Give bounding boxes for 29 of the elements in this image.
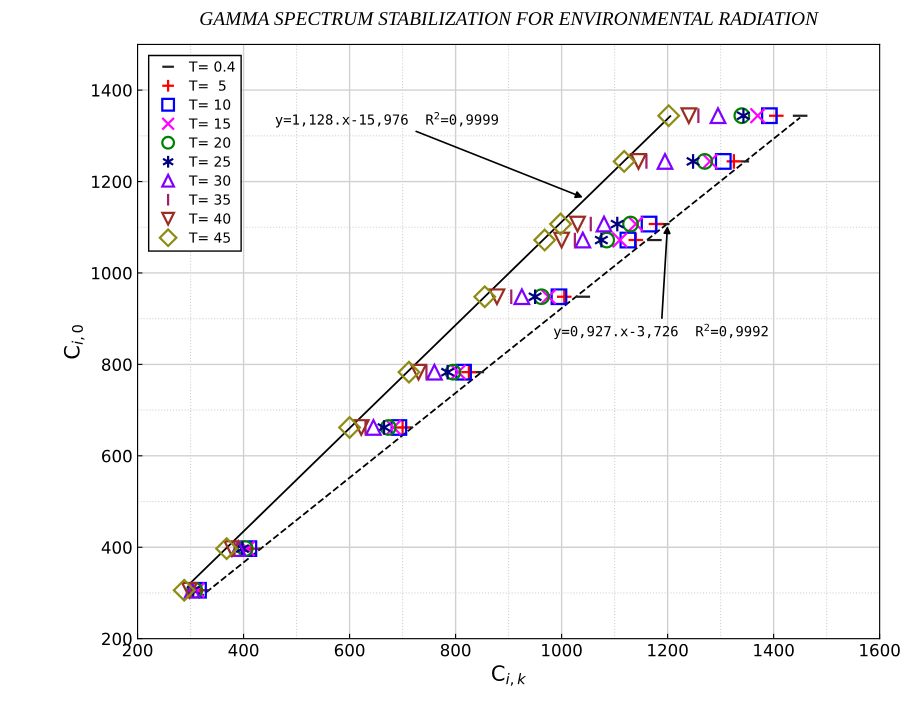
legend-label: T= 10 (188, 99, 230, 110)
legend-label: T= 15 (188, 118, 230, 129)
y-tick-label: 800 (102, 358, 132, 371)
annotation: y=0,927.x-3,726 R$^{2}$=0,9992 (554, 324, 768, 340)
x-tick-label: 1000 (542, 644, 582, 656)
y-tick-label: 1200 (92, 175, 132, 188)
y-tick-label: 1000 (92, 266, 132, 280)
x-tick-label: 1600 (860, 644, 900, 656)
y-tick-label: 1400 (92, 84, 132, 97)
legend-label: T= 30 (188, 175, 230, 186)
chart-title: GAMMA SPECTRUM STABILIZATION FOR ENVIRONMENTAL RADIATION (200, 12, 819, 26)
y-axis-title: C$_{i,0}$ (64, 325, 84, 358)
x-tick-label: 1400 (754, 644, 794, 656)
legend-label: T= 35 (188, 194, 230, 205)
x-tick-label: 800 (440, 644, 470, 656)
y-tick-label: 400 (102, 541, 132, 554)
x-axis-title: C$_{i,k}$ (492, 665, 526, 686)
x-tick-label: 200 (122, 644, 152, 656)
legend-label: T= 20 (188, 137, 230, 148)
legend-label: T= 5 (188, 80, 226, 91)
x-tick-label: 600 (334, 644, 364, 656)
x-tick-label: 1200 (648, 644, 688, 656)
y-tick-label: 600 (102, 450, 132, 462)
x-tick-label: 400 (228, 644, 258, 656)
legend-label: T= 0.4 (188, 61, 235, 72)
legend-label: T= 40 (188, 213, 230, 224)
annotation: y=1,128.x-15,976 R$^{2}$=0,9999 (276, 112, 498, 128)
legend-label: T= 45 (188, 232, 230, 243)
y-tick-label: 200 (102, 632, 132, 646)
